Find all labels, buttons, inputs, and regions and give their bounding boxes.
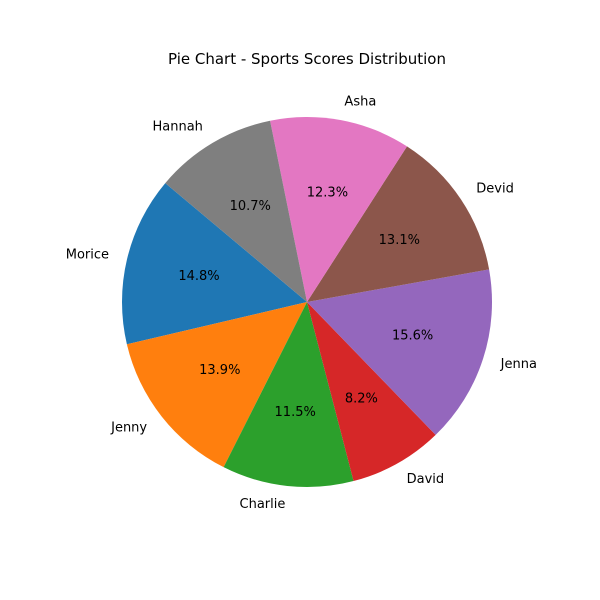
- slice-label-jenny: Jenny: [110, 420, 147, 435]
- percent-label-jenny: 13.9%: [199, 363, 240, 378]
- pie-slice-asha: [270, 117, 407, 302]
- percent-label-charlie: 11.5%: [275, 405, 316, 420]
- percent-label-morice: 14.8%: [178, 269, 219, 284]
- slice-label-asha: Asha: [344, 94, 376, 109]
- percent-label-jenna: 15.6%: [392, 329, 433, 344]
- chart-title: Pie Chart - Sports Scores Distribution: [168, 50, 446, 68]
- slice-label-devid: Devid: [476, 182, 514, 197]
- pie-labels: Morice 14.8% Jenny 13.9% Charlie 11.5% David 8.…: [66, 94, 537, 511]
- pie-slice-morice: [122, 183, 307, 345]
- pie-slices: [122, 117, 493, 487]
- slice-label-charlie: Charlie: [240, 497, 286, 512]
- percent-label-hannah: 10.7%: [230, 199, 271, 214]
- slice-label-morice: Morice: [66, 247, 109, 262]
- pie-slice-david: [307, 302, 436, 482]
- pie-slice-jenna: [307, 269, 493, 435]
- slice-label-hannah: Hannah: [152, 120, 202, 135]
- slice-label-david: David: [407, 472, 445, 487]
- pie-slice-devid: [307, 146, 490, 302]
- pie-slice-jenny: [126, 302, 308, 468]
- percent-label-devid: 13.1%: [379, 233, 420, 248]
- percent-label-david: 8.2%: [345, 391, 378, 406]
- pie-slice-charlie: [223, 302, 354, 487]
- slice-label-jenna: Jenna: [500, 357, 537, 372]
- percent-label-asha: 12.3%: [307, 185, 348, 200]
- pie-slice-hannah: [165, 120, 307, 303]
